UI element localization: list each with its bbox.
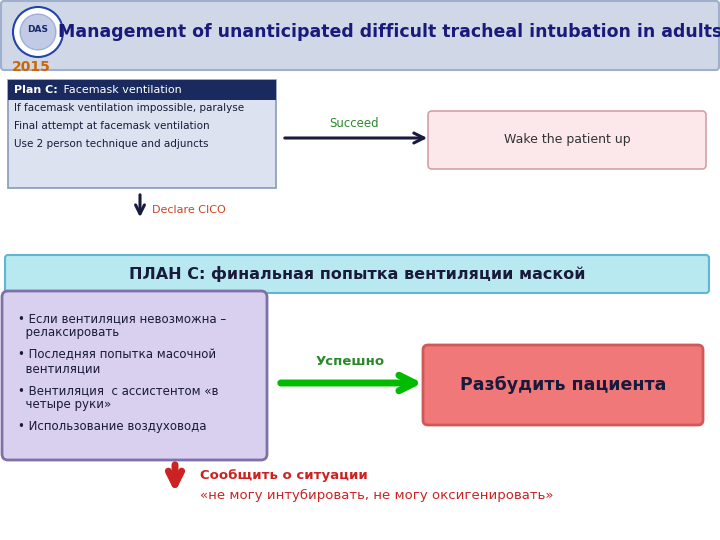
Text: • Использование воздуховода: • Использование воздуховода [18,420,207,433]
Text: Разбудить пациента: Разбудить пациента [460,376,666,394]
Text: Management of unanticipated difficult tracheal intubation in adults: Management of unanticipated difficult tr… [58,23,720,41]
FancyBboxPatch shape [8,80,276,188]
FancyBboxPatch shape [423,345,703,425]
FancyBboxPatch shape [5,255,709,293]
Text: релаксировать: релаксировать [18,326,120,339]
Text: вентиляции: вентиляции [18,362,100,375]
Text: Succeed: Succeed [329,117,379,130]
Text: 2015: 2015 [12,60,51,74]
FancyBboxPatch shape [1,1,719,70]
Text: • Последняя попытка масочной: • Последняя попытка масочной [18,348,216,361]
Text: • Если вентиляция невозможна –: • Если вентиляция невозможна – [18,312,226,325]
Text: Успешно: Успешно [315,355,384,368]
Text: Сообщить о ситуации: Сообщить о ситуации [200,469,368,482]
FancyBboxPatch shape [2,291,267,460]
Text: четыре руки»: четыре руки» [18,398,112,411]
Text: ПЛАН С: финальная попытка вентиляции маской: ПЛАН С: финальная попытка вентиляции мас… [129,266,585,282]
FancyBboxPatch shape [8,80,276,100]
Text: Final attempt at facemask ventilation: Final attempt at facemask ventilation [14,121,210,131]
Text: Use 2 person technique and adjuncts: Use 2 person technique and adjuncts [14,139,209,149]
FancyBboxPatch shape [428,111,706,169]
Text: • Вентиляция  с ассистентом «в: • Вентиляция с ассистентом «в [18,384,218,397]
Text: «не могу интубировать, не могу оксигенировать»: «не могу интубировать, не могу оксигенир… [200,489,554,502]
Text: Facemask ventilation: Facemask ventilation [60,85,181,95]
Text: If facemask ventilation impossible, paralyse: If facemask ventilation impossible, para… [14,103,244,113]
Text: Declare CICO: Declare CICO [152,205,226,215]
Circle shape [13,7,63,57]
Text: Plan C:: Plan C: [14,85,58,95]
Circle shape [20,14,56,50]
Text: DAS: DAS [27,25,48,35]
Text: Wake the patient up: Wake the patient up [504,133,630,146]
